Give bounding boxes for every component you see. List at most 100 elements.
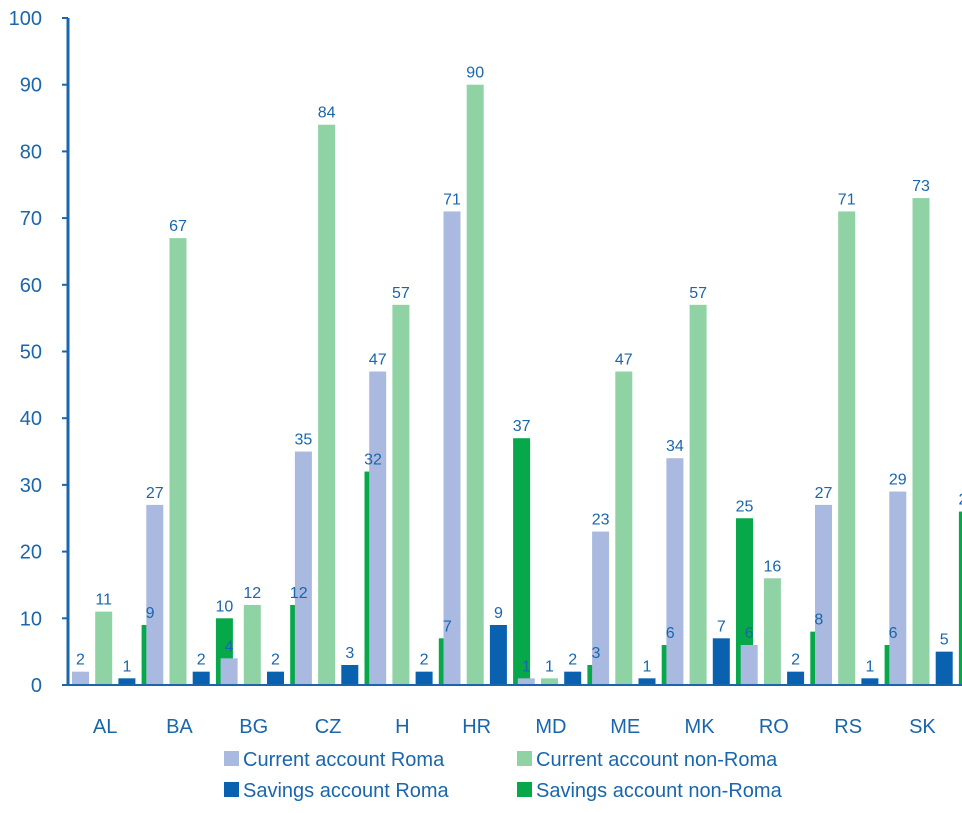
x-tick-label-h: H — [395, 716, 409, 738]
bar-me-series-1 — [592, 531, 610, 685]
y-axis: 0 10 20 30 40 50 60 70 80 90 100 — [9, 8, 70, 697]
data-label-md-series-3: 2 — [568, 652, 577, 669]
x-tick-label-hr: HR — [462, 716, 491, 738]
data-label-hr-series-2: 90 — [466, 65, 484, 82]
legend-swatch-3 — [224, 782, 239, 797]
data-label-sk-series-4: 26 — [959, 492, 962, 509]
y-tick-label: 100 — [9, 8, 42, 30]
bar-bg-series-3 — [267, 671, 284, 685]
bar-sk-series-1 — [889, 491, 907, 685]
data-label-me-series-3: 1 — [643, 658, 652, 675]
bar-rs-series-3 — [861, 678, 879, 685]
bar-mk-series-1 — [666, 458, 684, 685]
data-label-al-series-4: 9 — [146, 605, 155, 622]
y-tick-label: 30 — [20, 475, 42, 497]
legend-label-3: Savings account Roma — [243, 780, 450, 802]
y-tick-label: 40 — [20, 408, 42, 430]
data-label-me-series-2: 47 — [615, 352, 633, 369]
data-label-h-series-3: 2 — [420, 652, 429, 669]
data-label-ba-series-1: 27 — [146, 485, 164, 502]
data-label-md-series-1: 1 — [522, 658, 531, 675]
data-label-cz-series-4: 32 — [364, 452, 382, 469]
bar-me-series-3 — [638, 678, 656, 685]
bar-mk-series-3 — [712, 638, 730, 685]
x-tick-label-me: ME — [610, 716, 640, 738]
data-label-bg-series-4: 12 — [290, 585, 308, 602]
data-label-hr-series-3: 9 — [494, 605, 503, 622]
data-label-rs-series-4: 6 — [889, 625, 898, 642]
y-tick-label: 10 — [20, 608, 42, 630]
legend-swatch-4 — [517, 782, 532, 797]
bar-ba-series-3 — [192, 671, 210, 685]
bar-hr-series-2 — [466, 84, 484, 685]
bar-bg-series-2 — [243, 604, 261, 685]
x-tick-label-mk: MK — [685, 716, 716, 738]
bar-hr-series-1 — [443, 211, 461, 685]
bar-ro-series-1 — [740, 644, 758, 685]
data-label-ro-series-3: 2 — [791, 652, 800, 669]
bar-sk-series-4 — [958, 511, 962, 685]
x-tick-label-ro: RO — [759, 716, 789, 738]
bar-hr-series-3 — [489, 624, 507, 685]
bar-mk-series-4 — [736, 518, 753, 685]
data-label-rs-series-2: 71 — [838, 191, 856, 208]
x-tick-label-bg: BG — [239, 716, 268, 738]
data-label-al-series-2: 11 — [95, 592, 112, 609]
data-label-al-series-3: 1 — [122, 658, 131, 675]
data-label-ba-series-4: 10 — [216, 598, 234, 615]
bar-sk-series-2 — [912, 198, 930, 685]
data-label-ro-series-4: 8 — [814, 612, 823, 629]
bar-h-series-1 — [369, 371, 387, 685]
y-tick-label: 60 — [20, 275, 42, 297]
legend-label-2: Current account non-Roma — [536, 749, 778, 771]
y-tick-label: 80 — [20, 141, 42, 163]
data-label-md-series-4: 3 — [591, 645, 600, 662]
data-label-rs-series-1: 27 — [815, 485, 833, 502]
data-label-ba-series-2: 67 — [169, 218, 187, 235]
x-tick-label-ba: BA — [166, 716, 193, 738]
bar-h-series-3 — [415, 671, 433, 685]
legend-swatch-2 — [517, 751, 532, 766]
data-label-sk-series-1: 29 — [889, 472, 907, 489]
data-label-mk-series-1: 34 — [666, 438, 684, 455]
legend: Current account Roma Current account non-… — [224, 749, 783, 802]
data-label-cz-series-2: 84 — [318, 105, 336, 122]
bar-rs-series-2 — [838, 211, 856, 685]
bar-mk-series-2 — [689, 304, 707, 685]
bars-group — [72, 84, 962, 686]
data-label-h-series-4: 7 — [443, 618, 452, 635]
y-tick-label: 20 — [20, 542, 42, 564]
data-label-hr-series-4: 37 — [513, 418, 531, 435]
legend-swatch-1 — [224, 751, 239, 766]
y-tick-label: 70 — [20, 208, 42, 230]
data-label-me-series-4: 6 — [666, 625, 675, 642]
data-label-sk-series-3: 5 — [940, 632, 949, 649]
data-label-h-series-1: 47 — [369, 352, 387, 369]
data-label-cz-series-1: 35 — [295, 432, 313, 449]
bar-cz-series-2 — [318, 124, 336, 686]
data-label-bg-series-2: 12 — [243, 585, 261, 602]
x-tick-label-sk: SK — [909, 716, 936, 738]
data-label-md-series-2: 1 — [545, 658, 554, 675]
data-label-mk-series-4: 25 — [736, 498, 754, 515]
bar-sk-series-3 — [935, 651, 953, 685]
data-label-sk-series-2: 73 — [912, 178, 930, 195]
data-label-ro-series-1: 6 — [745, 625, 754, 642]
data-label-rs-series-3: 1 — [865, 658, 874, 675]
y-tick-label: 0 — [31, 675, 42, 697]
data-label-bg-series-1: 4 — [225, 638, 234, 655]
data-label-mk-series-3: 7 — [717, 618, 726, 635]
bar-md-series-1 — [517, 678, 535, 685]
bar-hr-series-4 — [513, 438, 531, 685]
data-label-hr-series-1: 71 — [443, 191, 461, 208]
data-label-al-series-1: 2 — [76, 652, 85, 669]
bar-h-series-2 — [392, 304, 410, 685]
bar-al-series-3 — [118, 678, 136, 685]
y-tick-label: 90 — [20, 75, 42, 97]
bar-ba-series-2 — [169, 238, 187, 686]
data-label-mk-series-2: 57 — [689, 285, 707, 302]
x-axis: AL BA BG CZ H HR MD ME MK RO RS SK — [68, 684, 962, 738]
bar-al-series-2 — [95, 611, 113, 685]
